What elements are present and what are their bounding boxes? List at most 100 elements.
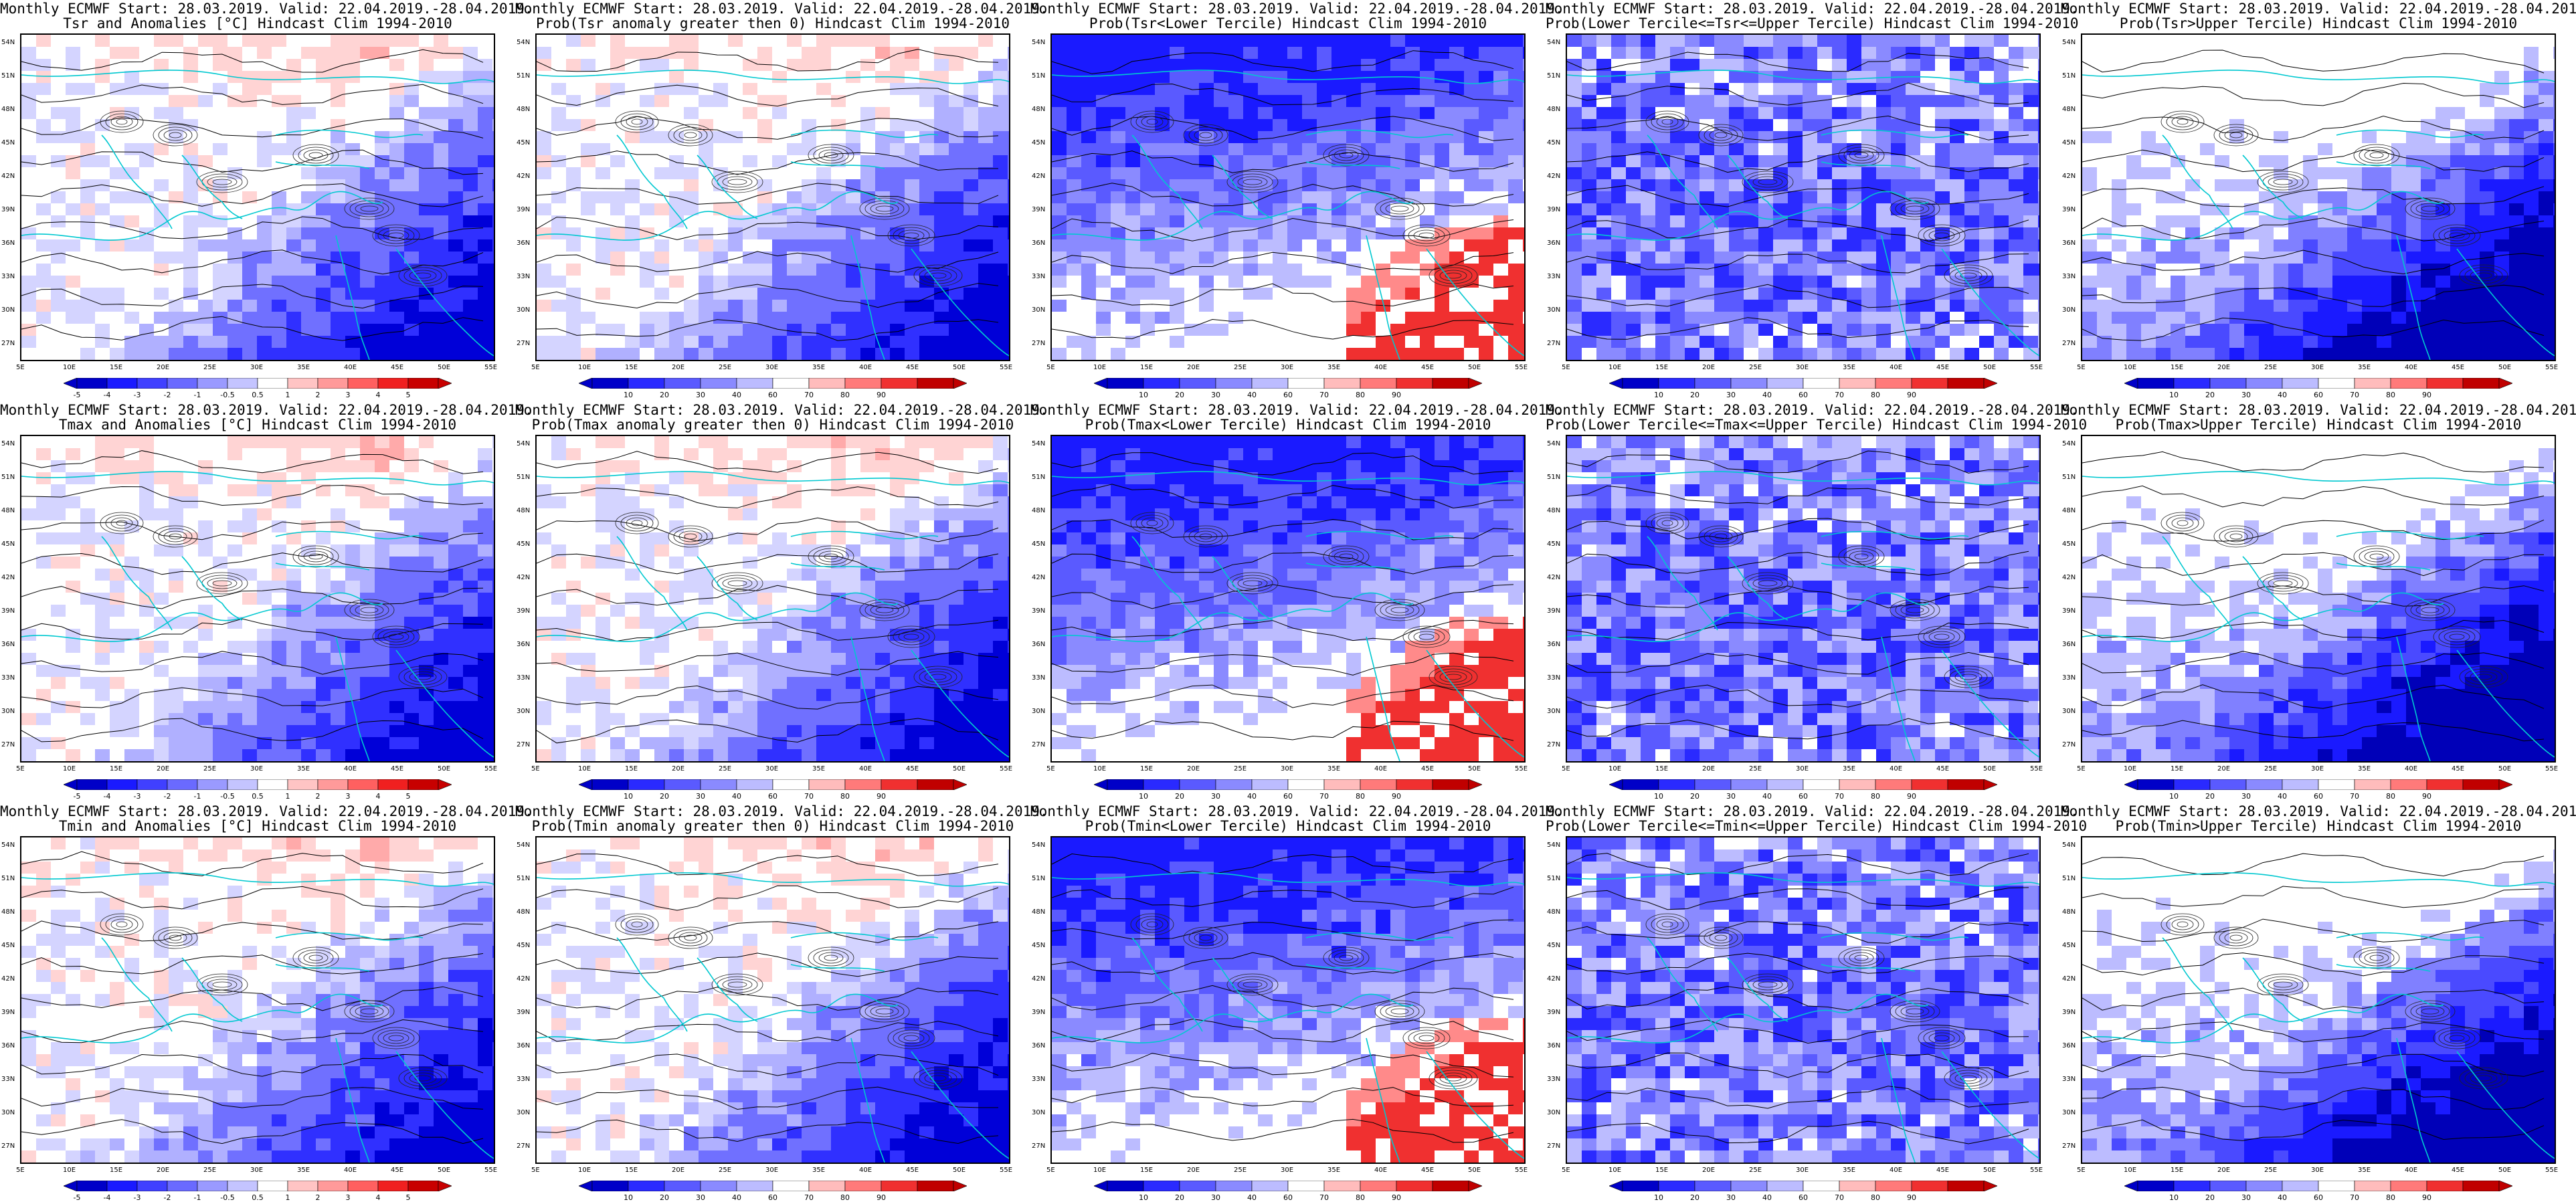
field-cell xyxy=(1699,348,1715,360)
field-cell xyxy=(1729,179,1744,192)
field-cell xyxy=(2259,239,2274,252)
map-canvas xyxy=(537,35,1009,360)
field-cell xyxy=(2362,191,2377,204)
field-cell xyxy=(1435,348,1450,360)
field-cell xyxy=(1803,143,1818,156)
field-cell xyxy=(375,107,390,120)
field-cell xyxy=(286,131,302,144)
field-cell xyxy=(2009,119,2024,132)
field-cell xyxy=(1508,300,1524,312)
field-cell xyxy=(2347,59,2363,72)
field-cell xyxy=(2097,215,2112,228)
field-cell xyxy=(1361,288,1376,300)
field-cell xyxy=(1228,35,1244,47)
field-cell xyxy=(419,472,434,485)
field-cell xyxy=(2156,348,2171,360)
field-cell xyxy=(1287,215,1303,228)
field-cell xyxy=(1243,119,1259,132)
field-cell xyxy=(2318,239,2333,252)
field-cell xyxy=(1096,227,1111,240)
field-cell xyxy=(2141,252,2156,264)
field-cell xyxy=(1920,47,1936,60)
field-cell xyxy=(2126,191,2142,204)
field-cell xyxy=(1906,179,1921,192)
field-cell xyxy=(772,119,788,132)
colorbar-tick-label: 40 xyxy=(732,391,741,399)
field-cell xyxy=(2318,264,2333,276)
field-cell xyxy=(699,336,714,348)
field-cell xyxy=(360,119,375,132)
field-cell xyxy=(1773,239,1788,252)
field-cell xyxy=(1994,71,2009,84)
field-cell xyxy=(1817,288,1833,300)
field-cell xyxy=(1155,312,1170,324)
field-cell xyxy=(1729,107,1744,120)
field-cell xyxy=(1891,264,1906,276)
field-cell xyxy=(463,264,478,276)
field-cell xyxy=(1287,155,1303,168)
field-cell xyxy=(1390,35,1406,47)
field-cell xyxy=(1832,191,1847,204)
field-cell xyxy=(551,336,567,348)
field-cell xyxy=(890,107,905,120)
field-cell xyxy=(713,107,729,120)
field-cell xyxy=(1744,264,1759,276)
field-cell xyxy=(154,288,169,300)
field-cell xyxy=(1140,348,1156,360)
field-cell xyxy=(478,131,493,144)
field-cell xyxy=(448,167,464,180)
field-cell xyxy=(124,47,140,60)
field-cell xyxy=(2480,119,2495,132)
field-cell xyxy=(2435,59,2451,72)
field-cell xyxy=(2509,95,2524,108)
field-cell xyxy=(2553,252,2555,264)
field-cell xyxy=(1096,288,1111,300)
field-cell xyxy=(1817,59,1833,72)
field-cell xyxy=(802,131,817,144)
field-cell xyxy=(154,131,169,144)
field-cell xyxy=(2494,252,2510,264)
field-cell xyxy=(905,47,920,60)
field-cell xyxy=(2141,324,2156,336)
field-cell xyxy=(684,348,699,360)
field-cell xyxy=(1979,191,1995,204)
field-cell xyxy=(213,95,228,108)
field-cell xyxy=(2435,47,2451,60)
field-cell xyxy=(713,47,729,60)
field-cell xyxy=(2421,59,2436,72)
field-cell xyxy=(669,227,684,240)
field-cell xyxy=(463,47,478,60)
field-cell xyxy=(1317,119,1332,132)
field-cell xyxy=(2347,336,2363,348)
field-cell xyxy=(257,288,272,300)
field-cell xyxy=(1817,227,1833,240)
field-cell xyxy=(1067,107,1082,120)
field-cell xyxy=(1788,119,1803,132)
field-cell xyxy=(21,460,37,473)
field-cell xyxy=(1773,179,1788,192)
field-cell xyxy=(1008,35,1009,47)
field-cell xyxy=(183,71,199,84)
field-cell xyxy=(1331,203,1347,216)
map-canvas xyxy=(21,35,494,360)
field-cell xyxy=(1758,252,1774,264)
field-cell xyxy=(1685,336,1700,348)
field-cell xyxy=(2097,239,2112,252)
field-cell xyxy=(2156,83,2171,96)
field-cell xyxy=(2009,83,2024,96)
field-cell xyxy=(2465,203,2480,216)
field-cell xyxy=(846,119,861,132)
field-cell xyxy=(1626,203,1641,216)
field-cell xyxy=(2112,336,2127,348)
field-cell xyxy=(257,95,272,108)
field-cell xyxy=(1199,252,1214,264)
field-cell xyxy=(1714,191,1730,204)
field-cell xyxy=(1758,179,1774,192)
field-cell xyxy=(2288,252,2304,264)
field-cell xyxy=(1685,203,1700,216)
field-cell xyxy=(1081,264,1097,276)
field-cell xyxy=(1935,312,1950,324)
field-cell xyxy=(537,119,552,132)
field-cell xyxy=(257,179,272,192)
field-cell xyxy=(1508,348,1524,360)
